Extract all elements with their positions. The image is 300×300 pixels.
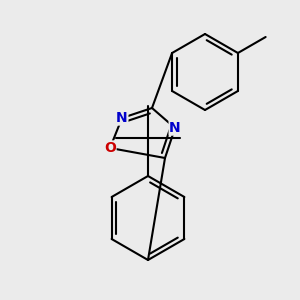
- Text: N: N: [116, 111, 128, 125]
- Text: N: N: [169, 121, 181, 135]
- Text: O: O: [104, 141, 116, 155]
